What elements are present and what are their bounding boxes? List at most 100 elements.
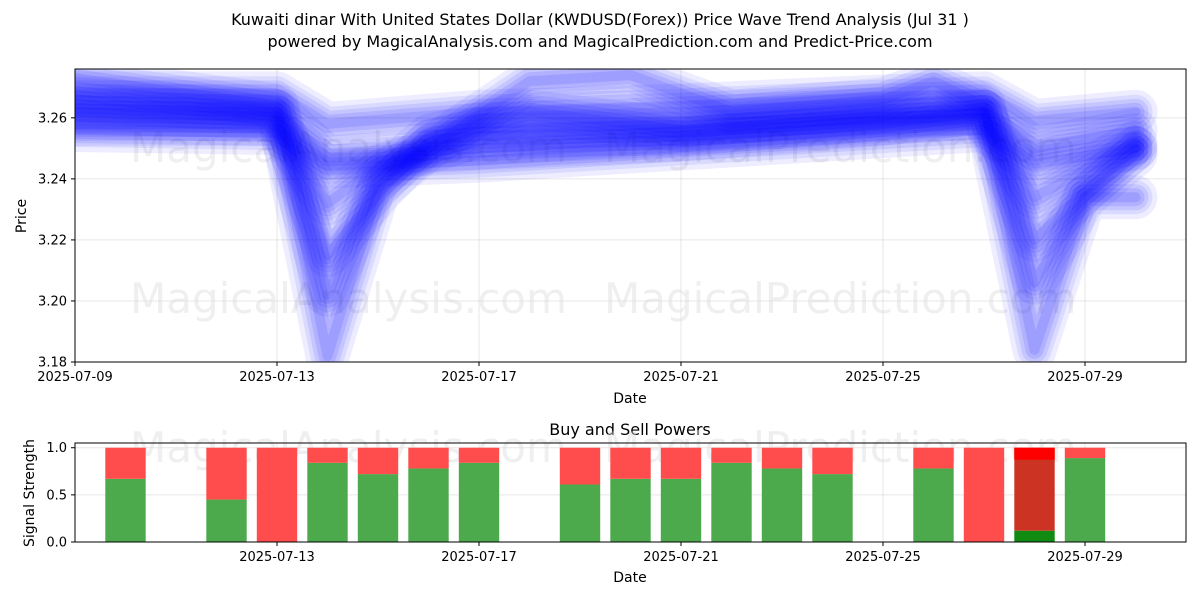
price-watermarks: MagicalAnalysis.com MagicalPrediction.com… xyxy=(130,123,1077,323)
sell-bar xyxy=(660,447,702,479)
wave-series-line-2 xyxy=(75,113,1153,184)
wave-series-line-4 xyxy=(75,94,1153,312)
wave-series-line-5 xyxy=(75,69,1158,362)
wave-series-line-3 xyxy=(75,90,1145,265)
wave-series-line-1 xyxy=(75,71,1158,146)
price-ytick-label: 3.26 xyxy=(38,111,67,126)
watermark-text: MagicalAnalysis.com xyxy=(130,123,567,172)
sell-bar xyxy=(711,447,752,463)
buy-bar xyxy=(105,478,146,542)
wave-series-line-0 xyxy=(75,99,1145,167)
sell-bar xyxy=(913,447,954,469)
buy-bar xyxy=(711,462,752,542)
price-xtick-label: 2025-07-09 xyxy=(37,370,113,385)
buy-sell-ytick-label: 1.0 xyxy=(46,441,67,456)
sell-bar xyxy=(307,447,348,463)
buy-sell-xtick-label: 2025-07-13 xyxy=(239,550,315,565)
wave-series-line-4 xyxy=(75,102,1145,304)
buy-bar xyxy=(761,468,803,542)
buy-bar xyxy=(812,474,853,542)
price-xtick-label: 2025-07-21 xyxy=(643,370,719,385)
wave-series-line-5 xyxy=(75,69,1153,362)
watermark-text: MagicalPrediction.com xyxy=(604,123,1077,172)
price-wave-chart: MagicalAnalysis.com MagicalPrediction.com… xyxy=(14,68,1187,407)
price-xtick-label: 2025-07-29 xyxy=(1047,370,1123,385)
sell-bar xyxy=(761,447,803,469)
buy-sell-ylabel: Signal Strength xyxy=(22,439,38,547)
wave-series-line-4 xyxy=(75,98,1149,308)
sell-bar xyxy=(206,447,247,500)
watermark-text: MagicalAnalysis.com xyxy=(130,274,567,323)
sell-bar xyxy=(256,447,298,542)
chart-title: Kuwaiti dinar With United States Dollar … xyxy=(231,10,969,29)
wave-series-line-5 xyxy=(75,69,1145,362)
sell-bar-strong-cap xyxy=(1014,447,1055,460)
sell-bar xyxy=(1014,447,1055,531)
sell-bar xyxy=(458,447,500,463)
wave-series-line-1 xyxy=(75,80,1149,137)
wave-series-line-6 xyxy=(75,95,1158,226)
buy-sell-title: Buy and Sell Powers xyxy=(549,420,711,439)
buy-bar xyxy=(307,462,348,542)
buy-bar xyxy=(1064,458,1106,542)
watermark-text: MagicalAnalysis.com xyxy=(130,423,567,472)
sell-bar xyxy=(812,447,853,475)
wave-series-line-3 xyxy=(75,94,1141,261)
buy-sell-xtick-label: 2025-07-21 xyxy=(643,550,719,565)
wave-series-line-2 xyxy=(75,125,1141,172)
watermark-text: MagicalPrediction.com xyxy=(604,274,1077,323)
wave-series-line-6 xyxy=(75,112,1141,209)
sell-bar xyxy=(610,447,651,479)
wave-series-line-6 xyxy=(75,108,1145,213)
buy-bar xyxy=(559,484,601,542)
price-ytick-label: 3.18 xyxy=(38,356,67,371)
buy-sell-xtick-label: 2025-07-17 xyxy=(441,550,517,565)
buy-bar xyxy=(357,474,399,542)
wave-series-line-3 xyxy=(75,77,1158,278)
price-axes-frame xyxy=(74,68,1187,363)
buy-sell-xtick-label: 2025-07-29 xyxy=(1047,550,1123,565)
buy-bar xyxy=(1014,530,1055,542)
wave-series-line-0 xyxy=(75,86,1158,180)
price-ytick-label: 3.24 xyxy=(38,172,67,187)
price-xtick-label: 2025-07-17 xyxy=(441,370,517,385)
sell-bar xyxy=(559,447,601,485)
wave-series-line-4 xyxy=(75,106,1141,300)
price-ticks: 2025-07-09 2025-07-13 2025-07-17 2025-07-21… xyxy=(37,111,1123,385)
wave-series-line-3 xyxy=(75,82,1153,273)
sell-bar xyxy=(963,447,1005,542)
buy-sell-chart: Buy and Sell Powers MagicalAnalysis.com M… xyxy=(22,420,1187,586)
wave-series-line-0 xyxy=(75,103,1141,163)
price-ylabel: Price xyxy=(14,199,30,233)
buy-bar xyxy=(206,499,247,542)
wave-series-line-0 xyxy=(75,91,1153,175)
buy-sell-ytick-label: 0.5 xyxy=(46,488,67,503)
buy-sell-bars xyxy=(105,447,1106,542)
buy-bar xyxy=(458,462,500,542)
buy-sell-ytick-label: 0.0 xyxy=(46,536,67,551)
sell-bar xyxy=(357,447,399,475)
buy-sell-xtick-label: 2025-07-25 xyxy=(845,550,921,565)
price-xtick-label: 2025-07-13 xyxy=(239,370,315,385)
wave-series-line-5 xyxy=(75,69,1149,362)
buy-bar xyxy=(660,478,702,542)
sell-bar xyxy=(408,447,449,469)
wave-series-line-2 xyxy=(75,108,1158,189)
wave-series-line-4 xyxy=(75,89,1158,317)
price-series-layer xyxy=(75,69,1158,362)
wave-series-line-5 xyxy=(75,70,1141,361)
buy-sell-axes-frame xyxy=(74,442,1187,543)
wave-series-line-2 xyxy=(75,121,1145,176)
buy-sell-xlabel: Date xyxy=(613,570,646,586)
wave-series-line-3 xyxy=(75,86,1149,269)
buy-sell-ticks: 2025-07-13 2025-07-17 2025-07-21 2025-07-25… xyxy=(46,441,1122,565)
price-ytick-label: 3.20 xyxy=(38,294,67,309)
wave-series-line-1 xyxy=(75,88,1141,129)
wave-series-line-1 xyxy=(75,76,1153,141)
wave-series-line-0 xyxy=(75,95,1149,171)
wave-series-line-6 xyxy=(75,104,1149,217)
buy-bar xyxy=(408,468,449,542)
price-xtick-label: 2025-07-25 xyxy=(845,370,921,385)
wave-series-line-6 xyxy=(75,100,1153,221)
